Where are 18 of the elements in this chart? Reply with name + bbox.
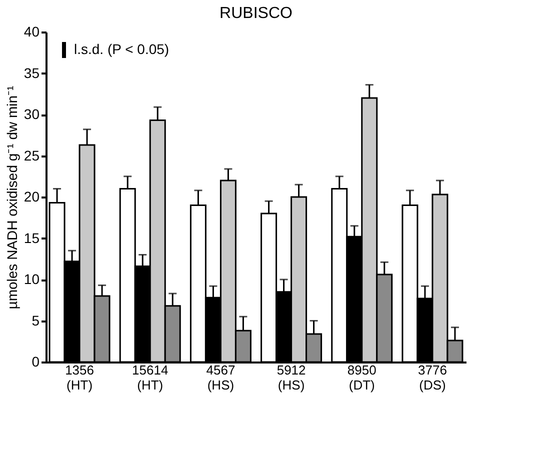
y-tick-label: 35: [24, 64, 40, 81]
x-tick-label: 3776 (DS): [418, 362, 447, 392]
x-tick-label: 5912 (HS): [276, 362, 306, 392]
y-tick-label: 5: [32, 312, 40, 328]
y-tick-label: 15: [24, 230, 40, 246]
y-axis-title: µmoles NADH oxidised g⁻¹ dw min⁻¹: [4, 85, 20, 310]
y-tick-label: 25: [24, 147, 40, 164]
x-tick-label: 1356 (HT): [65, 362, 94, 392]
y-tick-label: 10: [24, 271, 40, 287]
annotation: l.s.d. (P < 0.05): [74, 41, 170, 57]
x-tick-label: 15614 (HT): [132, 362, 168, 392]
y-tick-label: 0: [32, 354, 40, 370]
y-tick-label: 30: [24, 106, 40, 122]
x-tick-label: 8950 (DT): [347, 362, 376, 392]
y-tick-label: 20: [24, 188, 40, 204]
x-tick-label: 4567 (HS): [206, 362, 236, 392]
y-tick-label: 40: [24, 24, 40, 40]
chart-title: RUBISCO: [220, 5, 292, 22]
